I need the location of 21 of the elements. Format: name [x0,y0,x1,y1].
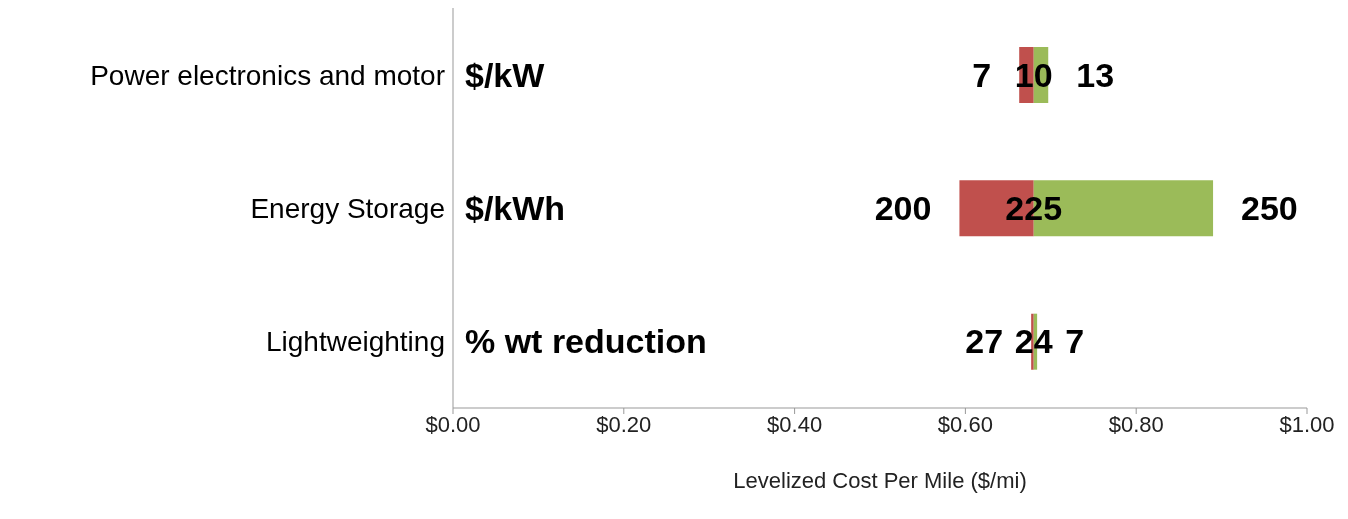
x-tick-label: $0.80 [1108,411,1164,437]
annotation: % wt reduction [465,322,707,361]
y-tick-label: Energy Storage [250,192,445,224]
annotation: 13 [1076,55,1115,94]
annotation: 7 [1065,322,1085,361]
annotation: $/kWh [465,189,566,227]
x-tick-label: $0.00 [425,411,481,437]
annotation: 225 [1005,189,1063,227]
x-tick-label: $0.60 [937,411,993,437]
y-tick-label: Lightweighting [265,326,445,358]
x-tick-label: $0.20 [596,411,652,437]
x-tick-label: $1.00 [1279,411,1335,437]
annotation: 27 [965,322,1004,361]
annotation: 10 [1014,55,1053,94]
x-tick-label: $0.40 [767,411,823,437]
annotation: 200 [874,189,932,227]
annotation: $/kW [465,55,546,94]
y-tick-label: Power electronics and motor [90,59,445,91]
x-axis-title: Levelized Cost Per Mile ($/mi) [733,468,1027,493]
annotation: 7 [972,55,992,94]
annotation: 250 [1241,189,1298,227]
